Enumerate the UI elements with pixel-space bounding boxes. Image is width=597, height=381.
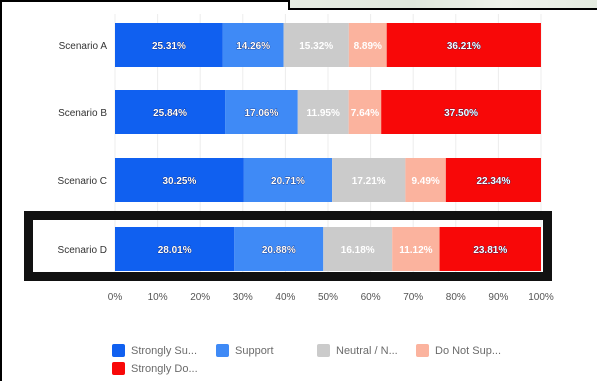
bar-segment[interactable]	[297, 90, 349, 134]
bar-segment[interactable]	[115, 227, 235, 271]
bar-segment[interactable]	[115, 158, 244, 202]
bars: 25.31% 14.26% 15.32% 8.89% 36.21% 25.84% 17.06…	[115, 23, 541, 271]
x-tick-label: 50%	[318, 292, 338, 303]
bar-segment[interactable]	[405, 158, 446, 202]
data-label: 25.84%	[153, 108, 187, 119]
data-label: 28.01%	[158, 245, 192, 256]
x-tick-label: 100%	[528, 292, 554, 303]
x-axis-ticks: 0% 10% 20% 30% 40% 50% 60% 70% 80% 90% 100%	[108, 292, 554, 303]
data-label: 16.18%	[341, 245, 375, 256]
data-label: 22.34%	[476, 176, 510, 187]
data-label: 30.25%	[162, 176, 196, 187]
data-label: 11.12%	[399, 245, 432, 256]
bar-segment[interactable]	[332, 158, 406, 202]
legend-swatch	[317, 344, 330, 357]
data-label: 17.06%	[244, 108, 278, 119]
data-label: 15.32%	[299, 41, 333, 52]
bar-segment[interactable]	[348, 90, 382, 134]
bar-segment[interactable]	[323, 227, 393, 271]
bar-segment[interactable]	[222, 23, 284, 67]
scenario-d-highlight-box	[24, 211, 552, 281]
bar-segment[interactable]	[115, 90, 226, 134]
legend-label: Strongly Su...	[131, 344, 198, 357]
legend-swatch	[216, 344, 229, 357]
bar-segment[interactable]	[439, 227, 541, 271]
x-tick-label: 60%	[361, 292, 381, 303]
data-label: 9.49%	[411, 176, 439, 187]
frame-border-step	[288, 0, 290, 10]
bar-segment[interactable]	[283, 23, 349, 67]
data-label: 17.21%	[352, 176, 386, 187]
bar-segment[interactable]	[348, 23, 387, 67]
x-tick-label: 70%	[403, 292, 423, 303]
bar-segment[interactable]	[234, 227, 324, 271]
category-label: Scenario A	[59, 41, 108, 52]
data-label: 20.88%	[262, 245, 296, 256]
legend-item[interactable]: Neutral / N...	[317, 344, 398, 357]
legend-label: Strongly Do...	[131, 362, 198, 375]
legend-item[interactable]: Strongly Do...	[112, 362, 198, 375]
x-tick-label: 10%	[148, 292, 168, 303]
bar-segment[interactable]	[392, 227, 440, 271]
category-label: Scenario D	[58, 245, 107, 256]
x-tick-label: 40%	[275, 292, 295, 303]
data-label: 25.31%	[152, 41, 186, 52]
bar-segment[interactable]	[243, 158, 333, 202]
category-labels: Scenario A Scenario B Scenario C Scenario D	[58, 41, 108, 256]
data-label: 23.81%	[473, 245, 507, 256]
legend-swatch	[112, 344, 125, 357]
legend-label: Neutral / N...	[336, 344, 398, 357]
legend-swatch	[112, 362, 125, 375]
legend-label: Do Not Sup...	[435, 344, 502, 357]
data-label: 11.95%	[307, 108, 340, 119]
legend-label: Support	[235, 344, 274, 357]
map-background-strip	[290, 0, 597, 8]
frame-border-top	[0, 0, 288, 2]
x-tick-label: 90%	[488, 292, 508, 303]
bar-segment[interactable]	[386, 23, 541, 67]
data-label: 20.71%	[271, 176, 305, 187]
category-label: Scenario C	[58, 176, 107, 187]
frame-border-top-right	[288, 8, 597, 10]
frame-border-left	[0, 0, 2, 381]
x-tick-label: 0%	[108, 292, 123, 303]
legend-item[interactable]: Do Not Sup...	[416, 344, 501, 357]
legend-item[interactable]: Support	[216, 344, 274, 357]
data-label: 36.21%	[447, 41, 481, 52]
bar-segment[interactable]	[225, 90, 298, 134]
category-label: Scenario B	[58, 108, 107, 119]
x-tick-label: 30%	[233, 292, 253, 303]
data-label: 7.64%	[351, 108, 379, 119]
legend-item[interactable]: Strongly Su...	[112, 344, 197, 357]
bar-segment[interactable]	[445, 158, 541, 202]
data-label: 37.50%	[444, 108, 478, 119]
data-label: 14.26%	[236, 41, 270, 52]
data-label: 8.89%	[354, 41, 382, 52]
bar-segment[interactable]	[115, 23, 223, 67]
x-tick-label: 80%	[446, 292, 466, 303]
x-tick-label: 20%	[190, 292, 210, 303]
legend-swatch	[416, 344, 429, 357]
bar-segment[interactable]	[381, 90, 541, 134]
